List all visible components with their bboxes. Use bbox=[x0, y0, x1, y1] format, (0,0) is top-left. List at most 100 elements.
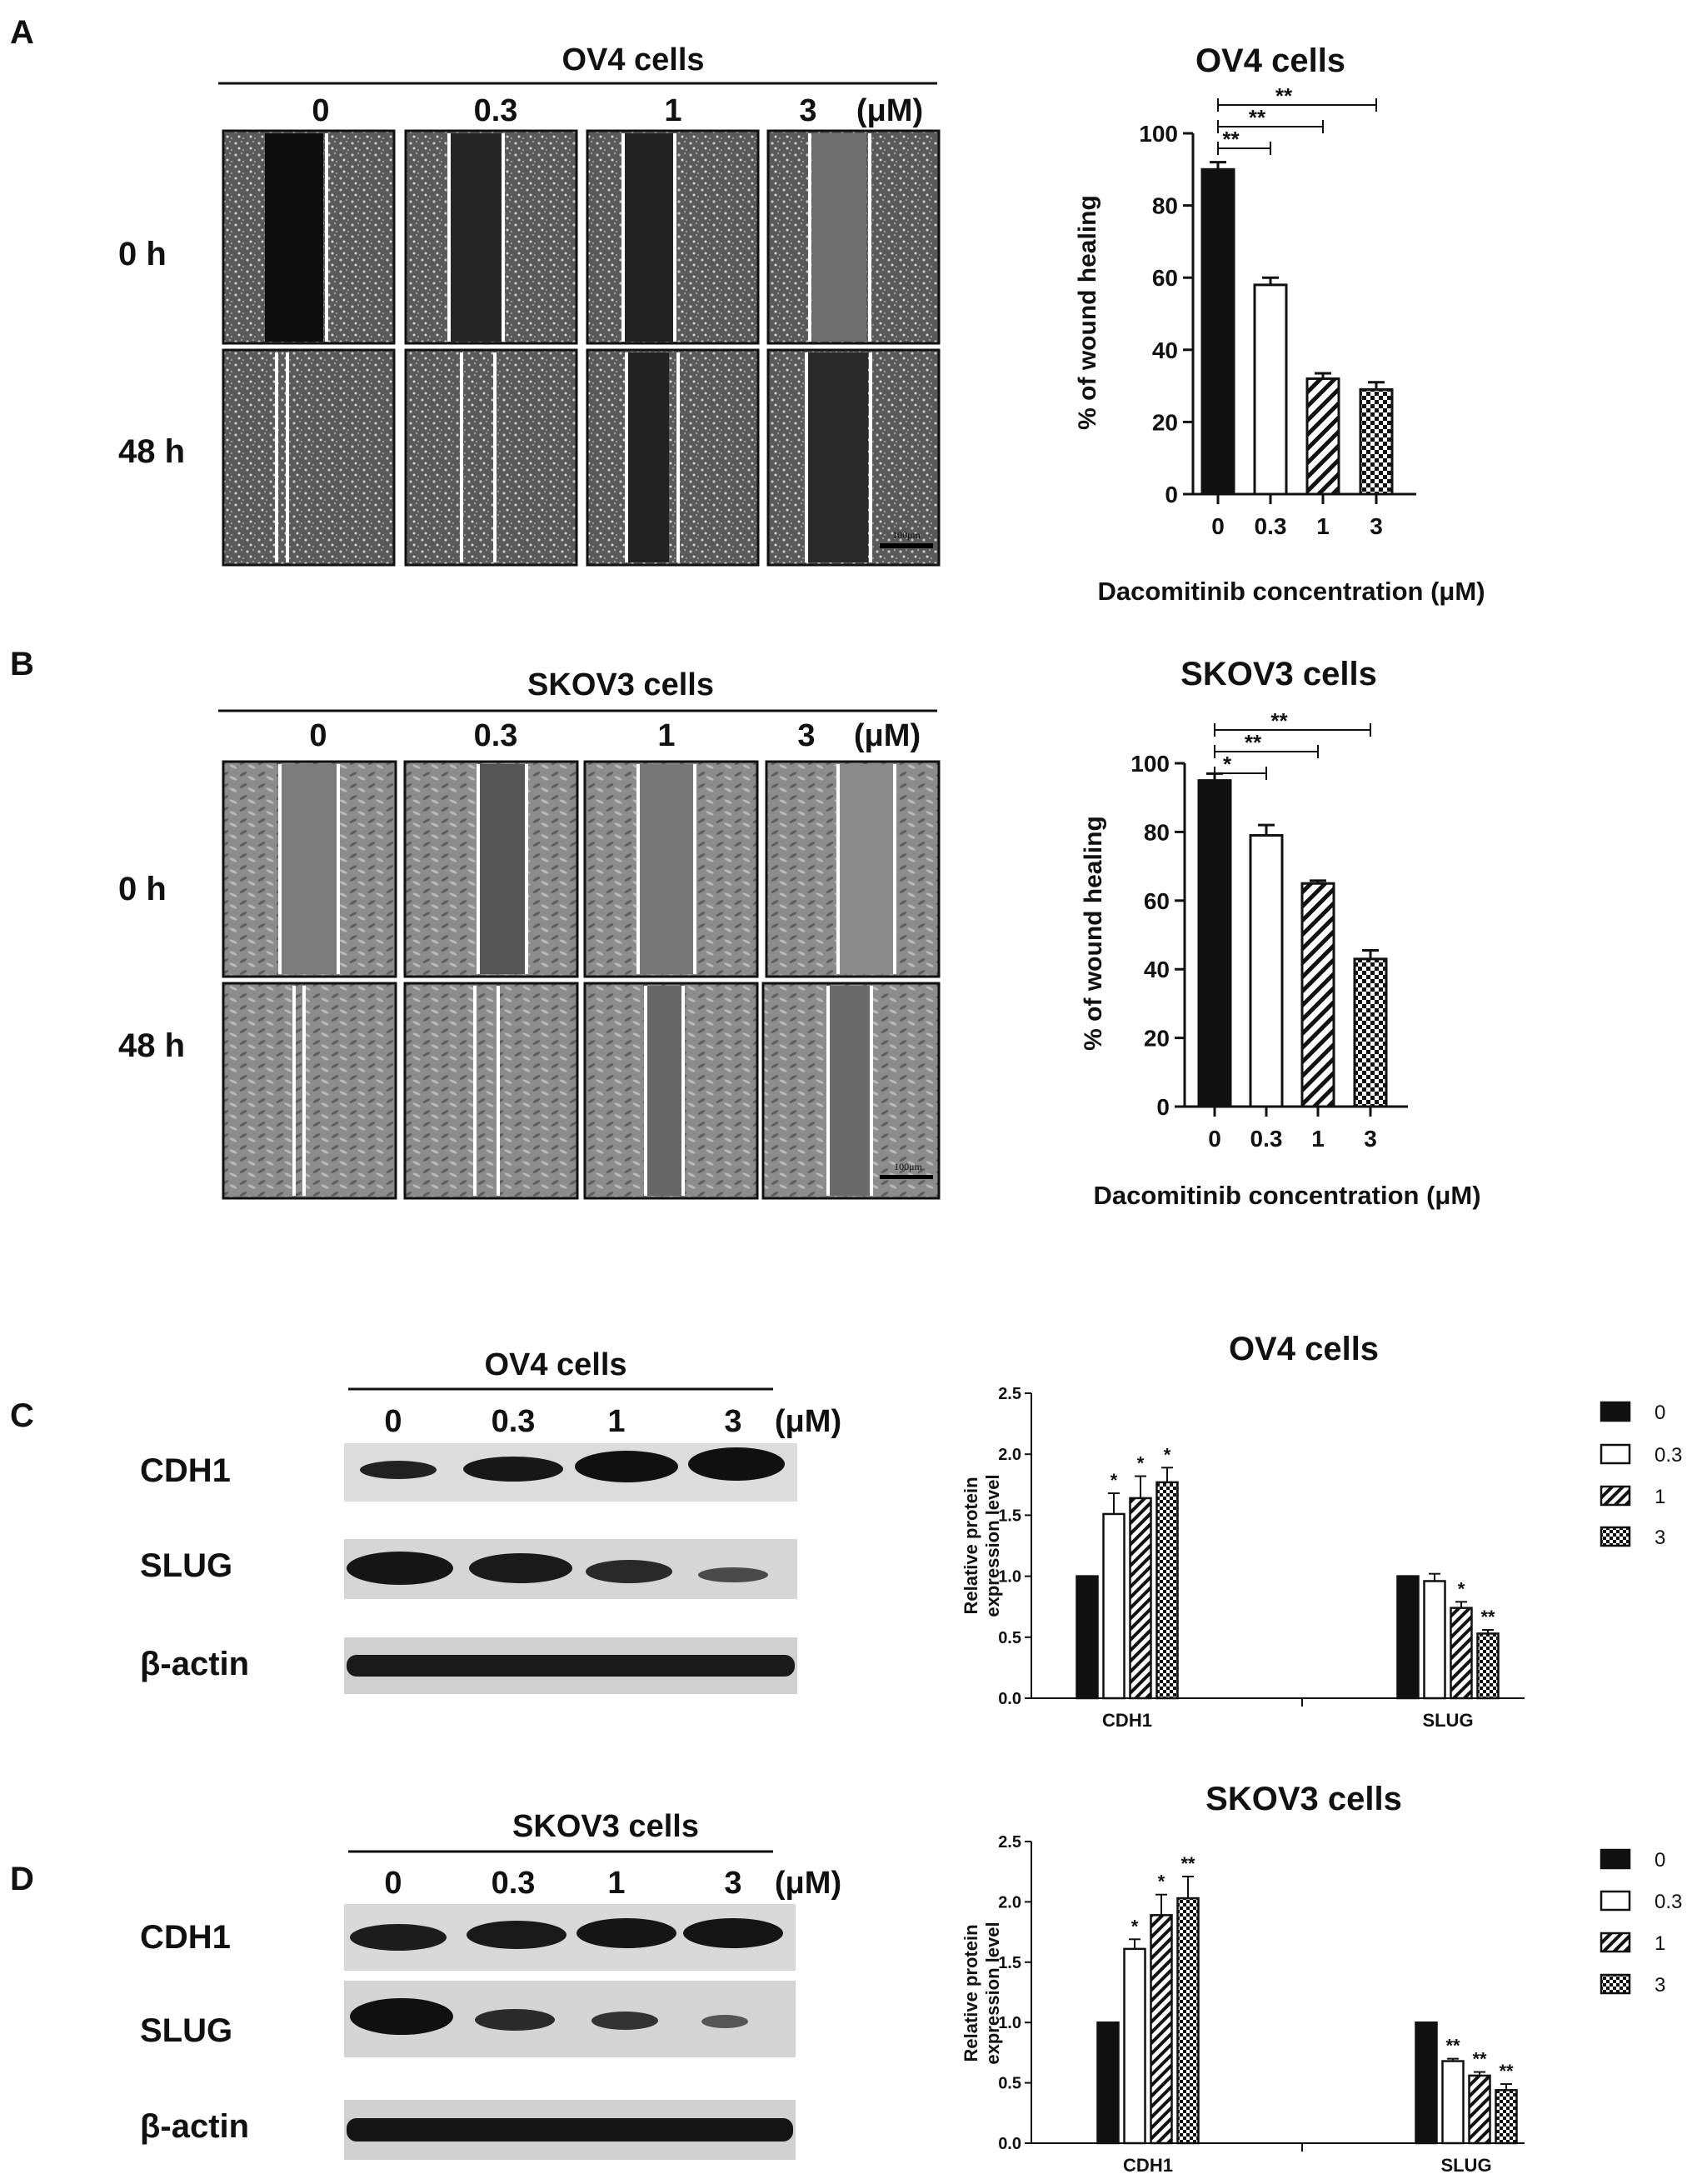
panel-letter-d: D bbox=[10, 1861, 34, 1897]
panel-c-cell-line: OV4 cells bbox=[484, 1347, 626, 1382]
scale-bar bbox=[880, 1175, 933, 1179]
bar bbox=[1396, 1575, 1420, 1700]
y-tick-label: 20 bbox=[1144, 1026, 1170, 1052]
y-tick-label: 1.5 bbox=[998, 1954, 1021, 1972]
blot-band bbox=[347, 2118, 793, 2142]
panel-b-cell-line: SKOV3 cells bbox=[527, 667, 714, 702]
significance-label: * bbox=[1111, 1470, 1118, 1491]
micrograph bbox=[222, 348, 396, 567]
panel-letter-c: C bbox=[10, 1397, 34, 1434]
y-tick-label: 0 bbox=[1156, 1094, 1170, 1120]
wound-edge-line bbox=[644, 986, 647, 1196]
micrograph bbox=[404, 348, 578, 567]
legend-swatch bbox=[1600, 1443, 1631, 1465]
wound-edge-line bbox=[681, 986, 685, 1196]
y-tick-label: 80 bbox=[1152, 193, 1178, 219]
panel-a-doses: 0 0.3 1 3 (μM) bbox=[312, 93, 923, 128]
bar bbox=[1441, 2060, 1465, 2145]
bar bbox=[1200, 167, 1235, 496]
y-tick-label: 100 bbox=[1130, 751, 1170, 777]
wound-gap bbox=[839, 764, 894, 974]
x-axis-label: Dacomitinib concentration (μM) bbox=[1097, 577, 1485, 606]
bar bbox=[1253, 283, 1288, 496]
significance-label: * bbox=[1458, 1578, 1465, 1599]
blot-band bbox=[347, 1552, 453, 1585]
significance-label: ** bbox=[1245, 730, 1262, 755]
dose-label: 0 bbox=[312, 93, 329, 128]
wound-edge-line bbox=[502, 133, 505, 342]
y-tick-label: 1.0 bbox=[998, 2014, 1021, 2032]
wound-edge-line bbox=[337, 764, 340, 974]
y-axis-label: % of wound healing bbox=[1074, 195, 1101, 430]
blot-band bbox=[688, 1447, 785, 1481]
legend-swatch bbox=[1600, 1973, 1631, 1995]
bar bbox=[1123, 1947, 1146, 2145]
wound-edge-line bbox=[893, 764, 896, 974]
significance-label: ** bbox=[1270, 708, 1288, 733]
wound-edge-line bbox=[636, 764, 640, 974]
bar bbox=[1415, 2021, 1438, 2145]
panel-b-micrographs: 100μm bbox=[222, 760, 941, 1200]
legend-swatch bbox=[1600, 1526, 1631, 1547]
bar bbox=[1076, 1575, 1099, 1700]
row-label: 48 h bbox=[118, 1027, 185, 1064]
bar bbox=[1300, 882, 1335, 1108]
significance-label: ** bbox=[1275, 83, 1293, 108]
y-tick-label: 0.5 bbox=[998, 2075, 1021, 2093]
wound-gap bbox=[639, 764, 693, 974]
blot-band bbox=[576, 1918, 676, 1948]
bar bbox=[1468, 2074, 1491, 2145]
legend-swatch bbox=[1600, 1890, 1631, 1912]
y-tick-label: 0 bbox=[1165, 482, 1178, 507]
y-tick-label: 2.0 bbox=[998, 1893, 1021, 1912]
blot-band bbox=[475, 2009, 555, 2031]
blot-label: CDH1 bbox=[140, 1452, 231, 1489]
unit-label: (μM) bbox=[854, 718, 921, 753]
legend-label: 0.3 bbox=[1655, 1891, 1682, 1913]
wound-edge-line bbox=[493, 352, 497, 562]
bar bbox=[1150, 1914, 1173, 2145]
wound-edge-line bbox=[621, 133, 625, 342]
bar bbox=[1249, 834, 1284, 1108]
wound-edge-line bbox=[673, 133, 676, 342]
blot-band bbox=[698, 1567, 768, 1582]
panel-d-doses: 0 0.3 1 3 (μM) bbox=[384, 1866, 841, 1901]
blot-band bbox=[683, 1918, 783, 1948]
bar bbox=[1305, 377, 1340, 496]
panel-d-blots bbox=[344, 1904, 796, 2160]
wound-edge-line bbox=[286, 352, 289, 562]
significance-label: * bbox=[1158, 1872, 1165, 1892]
significance-label: ** bbox=[1480, 1607, 1495, 1627]
panel-c-doses: 0 0.3 1 3 (μM) bbox=[384, 1404, 841, 1439]
y-tick-label: 80 bbox=[1144, 819, 1170, 845]
wound-gap bbox=[280, 764, 340, 974]
dose-label: 0.3 bbox=[474, 93, 518, 128]
blot-label: β-actin bbox=[140, 2108, 249, 2145]
legend-label: 0 bbox=[1655, 1402, 1665, 1424]
wound-gap bbox=[265, 133, 323, 342]
x-tick-label: 0.3 bbox=[1250, 1126, 1283, 1152]
wound-edge-line bbox=[460, 352, 463, 562]
wound-gap bbox=[646, 986, 681, 1196]
legend-swatch bbox=[1600, 1401, 1631, 1422]
legend-label: 0 bbox=[1655, 1849, 1665, 1872]
wound-edge-line bbox=[497, 986, 500, 1196]
legend-label: 3 bbox=[1655, 1527, 1665, 1549]
y-tick-label: 2.5 bbox=[998, 1385, 1021, 1403]
panel-a-micrographs: 100μm bbox=[222, 129, 941, 567]
panel-a: A OV4 cells 0 0.3 1 3 (μM) 0 h 48 h bbox=[10, 14, 941, 567]
significance-label: ** bbox=[1222, 127, 1240, 152]
x-tick-label: 0 bbox=[1208, 1126, 1221, 1152]
legend-label: 1 bbox=[1655, 1486, 1665, 1508]
y-axis-label: Relative proteinexpression level bbox=[961, 1474, 1003, 1617]
significance-label: ** bbox=[1499, 2061, 1514, 2082]
panel-d-cell-line: SKOV3 cells bbox=[512, 1809, 699, 1844]
y-axis-label: % of wound healing bbox=[1080, 816, 1107, 1051]
dose-label: 0 bbox=[309, 718, 327, 753]
wound-edge-line bbox=[525, 764, 528, 974]
row-label: 0 h bbox=[118, 236, 167, 272]
bar bbox=[1197, 779, 1232, 1108]
significance-label: ** bbox=[1472, 2049, 1487, 2070]
chart-a-ov4-wound-healing: OV4 cells 0 20 40 60 80 100 % of wound healing 0… bbox=[1074, 42, 1485, 606]
y-tick-label: 100 bbox=[1139, 121, 1178, 147]
